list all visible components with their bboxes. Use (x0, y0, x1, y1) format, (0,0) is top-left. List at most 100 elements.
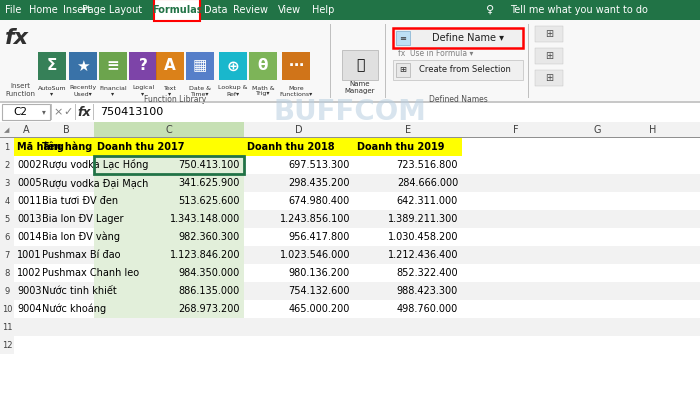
Text: 2: 2 (4, 160, 10, 169)
Bar (14, 300, 39, 318)
Text: C: C (166, 125, 172, 135)
Text: Math &: Math & (252, 85, 274, 90)
Text: Rượu vodka Lạc Hồng: Rượu vodka Lạc Hồng (42, 160, 148, 171)
Text: Defined Names: Defined Names (428, 96, 487, 105)
Text: AutoSum: AutoSum (38, 85, 66, 90)
Bar (0, 264, 14, 282)
Bar (462, 264, 570, 282)
Bar (625, 300, 680, 318)
Bar (354, 336, 462, 354)
Bar (570, 138, 625, 156)
Text: Bia lon ĐV vàng: Bia lon ĐV vàng (42, 232, 120, 242)
Bar (39, 210, 94, 228)
Bar (0, 354, 700, 395)
Bar (680, 300, 700, 318)
Text: 988.423.300: 988.423.300 (397, 286, 458, 296)
Bar (354, 228, 462, 246)
Text: 3: 3 (4, 179, 10, 188)
Text: View: View (277, 5, 300, 15)
Bar (680, 336, 700, 354)
Bar (462, 192, 570, 210)
Bar (0, 228, 14, 246)
Bar (94, 156, 244, 174)
Bar (39, 264, 94, 282)
Bar (396, 31, 410, 45)
Text: 750.413.100: 750.413.100 (178, 160, 240, 170)
Text: 886.135.000: 886.135.000 (178, 286, 240, 296)
Bar (462, 156, 570, 174)
Text: Bia lon ĐV Lager: Bia lon ĐV Lager (42, 214, 123, 224)
Text: ⊞: ⊞ (545, 29, 553, 39)
Text: 498.760.000: 498.760.000 (397, 304, 458, 314)
Text: fx: fx (77, 105, 91, 118)
Bar (393, 60, 523, 80)
Text: 5: 5 (4, 214, 10, 224)
Text: D: D (295, 125, 303, 135)
Bar (0, 318, 14, 336)
Bar (154, 0, 200, 21)
Text: fx  Use in Formula ▾: fx Use in Formula ▾ (398, 49, 473, 58)
Bar (39, 300, 94, 318)
Text: 1001: 1001 (17, 250, 41, 260)
Bar (625, 264, 680, 282)
Bar (680, 264, 700, 282)
Text: 12: 12 (1, 340, 13, 350)
Text: ◢: ◢ (4, 127, 10, 133)
Bar (244, 156, 354, 174)
Text: Trig▾: Trig▾ (256, 92, 270, 96)
Bar (244, 318, 354, 336)
Bar (0, 20, 700, 102)
Bar (535, 26, 563, 42)
Text: Text: Text (164, 85, 176, 90)
Bar (535, 70, 563, 86)
Text: Time▾: Time▾ (190, 92, 209, 96)
Text: ♀: ♀ (486, 5, 494, 15)
Bar (129, 52, 157, 80)
Bar (244, 138, 354, 156)
Text: 0014: 0014 (17, 232, 41, 242)
Bar (249, 52, 277, 80)
Bar (75, 104, 76, 120)
Bar (244, 210, 354, 228)
Bar (0, 300, 14, 318)
Text: 0013: 0013 (17, 214, 41, 224)
Bar (396, 63, 410, 77)
Bar (244, 228, 354, 246)
Text: 1.023.546.000: 1.023.546.000 (279, 250, 350, 260)
Bar (0, 0, 700, 20)
Text: Tell me what you want to do: Tell me what you want to do (510, 5, 648, 15)
Text: 1002: 1002 (17, 268, 41, 278)
Text: C2: C2 (13, 107, 27, 117)
Bar (14, 246, 39, 264)
Bar (94, 174, 244, 192)
Text: Ref▾: Ref▾ (226, 92, 239, 96)
Text: θ: θ (258, 58, 268, 73)
Bar (244, 300, 354, 318)
Bar (680, 282, 700, 300)
Text: Logical: Logical (132, 85, 154, 90)
Text: Nước khoáng: Nước khoáng (42, 304, 106, 314)
Bar (94, 336, 244, 354)
Bar (14, 336, 39, 354)
Text: 9: 9 (4, 286, 10, 295)
Text: 341.625.900: 341.625.900 (178, 178, 240, 188)
Bar (39, 282, 94, 300)
Bar (244, 282, 354, 300)
Text: 8: 8 (4, 269, 10, 278)
Text: ≡: ≡ (400, 34, 407, 43)
Text: 📋: 📋 (356, 58, 364, 72)
Bar (680, 192, 700, 210)
Text: ▾: ▾ (169, 92, 172, 96)
Text: Financial: Financial (99, 85, 127, 90)
Bar (39, 318, 94, 336)
Bar (570, 210, 625, 228)
Text: Data: Data (204, 5, 228, 15)
Bar (625, 138, 680, 156)
Text: Doanh thu 2017: Doanh thu 2017 (97, 142, 185, 152)
Text: 0011: 0011 (17, 196, 41, 206)
Bar (680, 156, 700, 174)
Bar (570, 336, 625, 354)
Bar (14, 318, 39, 336)
Bar (462, 336, 570, 354)
Bar (0, 210, 14, 228)
